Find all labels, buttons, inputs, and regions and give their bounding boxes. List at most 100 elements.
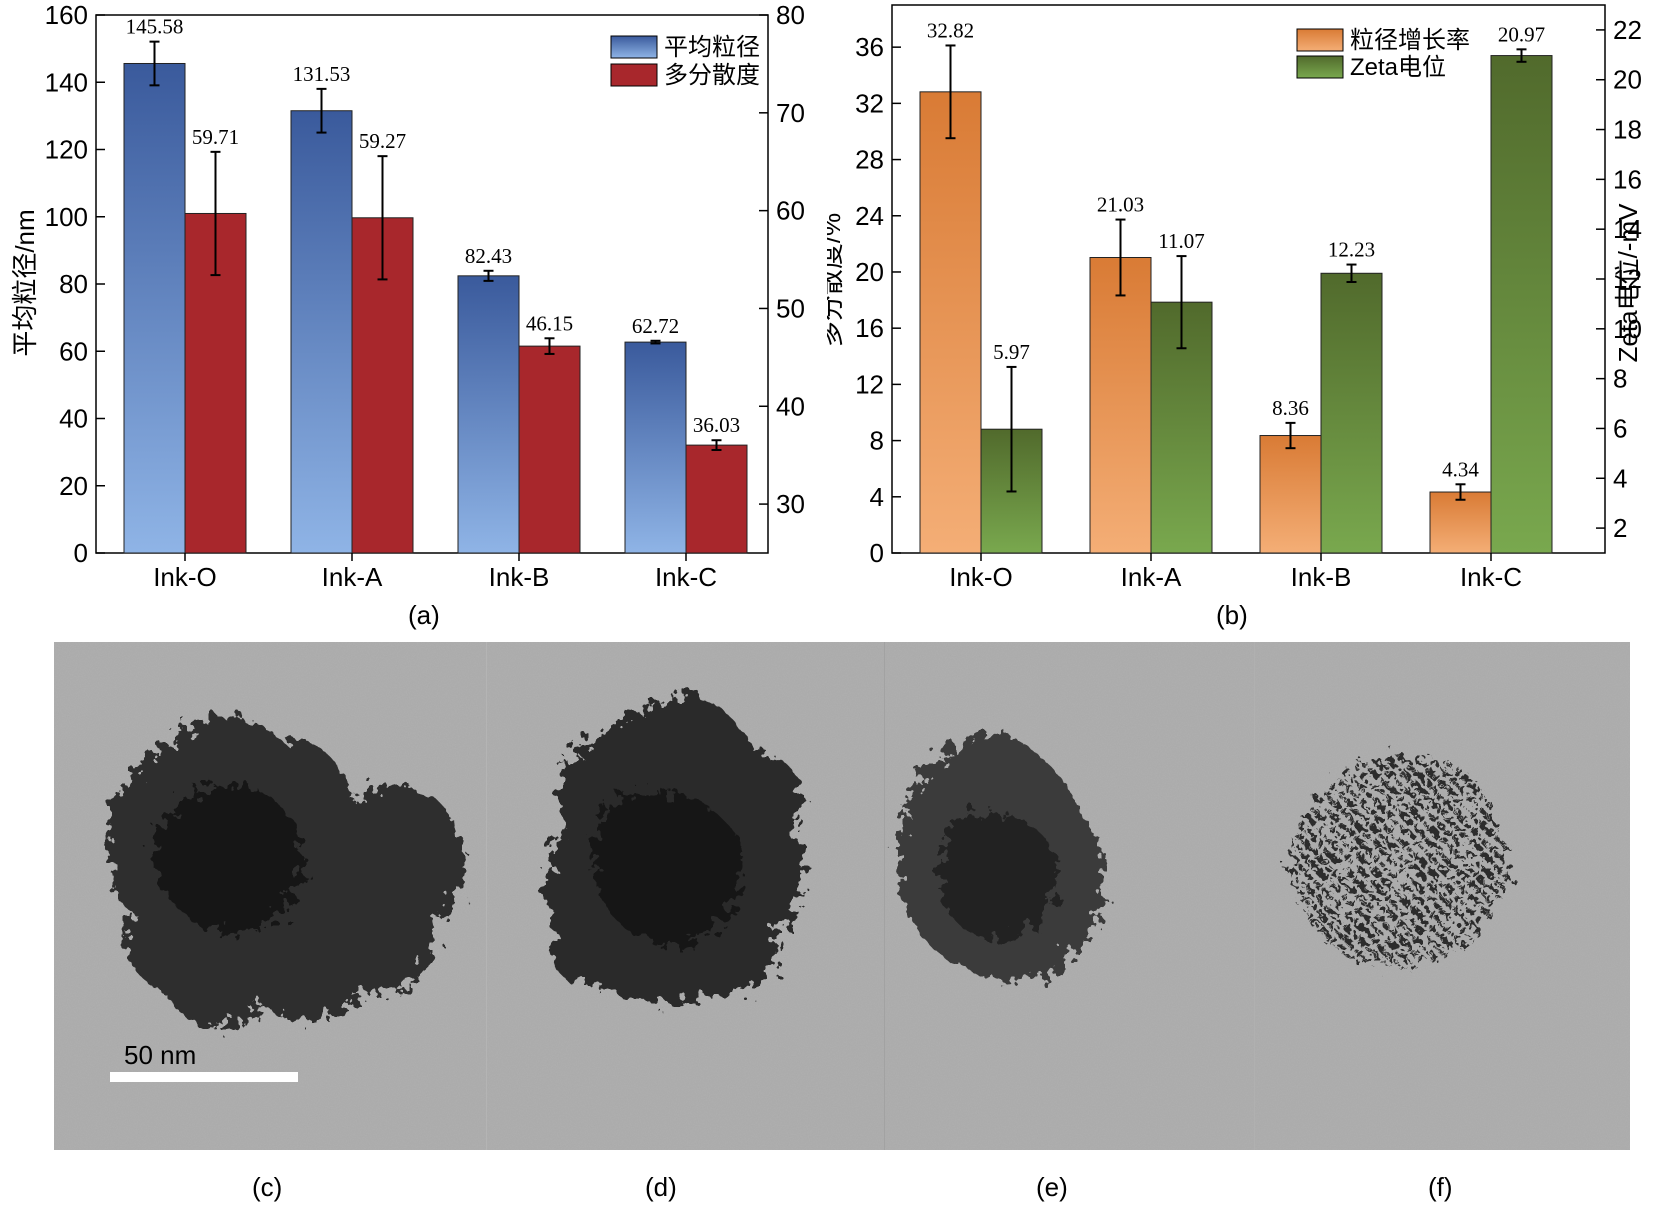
a-bar-0-3 [624,341,687,554]
a-ytick-label-2: 40 [59,404,88,434]
tem-micrographs: 50 nm [54,642,1630,1150]
a-y2tick-label-4: 70 [776,98,805,128]
b-y2tick-label-5: 12 [1613,264,1642,294]
a-y2tick-label-5: 80 [776,0,805,30]
b-bar-0-0 [919,91,982,554]
particle-c [107,715,465,1028]
a-data-label-1-1: 59.27 [359,129,406,153]
a-ytick-label-6: 120 [45,135,88,165]
b-data-label-0-3: 4.34 [1442,457,1479,481]
a-y2tick-label-2: 50 [776,293,805,323]
a-xtick-label-3: Ink-C [655,562,717,592]
b-data-label-0-2: 8.36 [1272,396,1309,420]
a-xtick-label-2: Ink-B [489,562,550,592]
chart-b-y2-axis: 2 4 6 8 10 12 14 16 18 20 22 [1596,15,1642,543]
a-ytick-label-4: 80 [59,269,88,299]
legend-a-label-1: 多分散度 [664,62,760,89]
b-ytick-label-3: 12 [855,369,884,399]
b-bar-1-2 [1320,272,1383,554]
a-ytick-label-1: 20 [59,471,88,501]
panel-label-f: (f) [1428,1172,1453,1202]
chart-b-ylabel: 多分散度/% [827,213,846,347]
chart-b-legend: 粒径增长率 Zeta电位 [1296,27,1470,81]
legend-b-swatch-1 [1296,55,1344,79]
b-y2tick-label-7: 16 [1613,164,1642,194]
scale-bar [110,1072,298,1082]
chart-a-categories: Ink-O Ink-A Ink-B Ink-C [153,553,717,592]
b-y2tick-label-9: 20 [1613,65,1642,95]
b-ytick-label-7: 28 [855,145,884,175]
b-data-label-1-2: 12.23 [1328,238,1375,262]
b-xtick-label-3: Ink-C [1460,562,1522,592]
chart-a-y2-axis: 30 40 50 60 70 80 [759,0,805,519]
b-y2tick-label-1: 4 [1613,463,1627,493]
a-data-label-0-2: 82.43 [465,244,512,268]
b-y2tick-label-3: 8 [1613,364,1627,394]
a-xtick-label-0: Ink-O [153,562,217,592]
a-bar-0-1 [290,110,353,554]
a-ytick-label-5: 100 [45,202,88,232]
panel-label-d: (d) [645,1172,677,1202]
b-data-label-0-1: 21.03 [1097,193,1144,217]
b-y2tick-label-2: 6 [1613,413,1627,443]
b-bar-0-1 [1089,257,1152,554]
a-data-label-0-0: 145.58 [126,15,184,39]
b-data-label-0-0: 32.82 [927,18,974,42]
legend-a-swatch-0 [610,35,658,59]
b-ytick-label-4: 16 [855,313,884,343]
a-ytick-label-3: 60 [59,336,88,366]
legend-b-label-1: Zeta电位 [1350,54,1446,81]
chart-b-y2label: Zeta电位/-mV [1613,203,1643,363]
particle-e [897,734,1105,983]
tem-divider-1 [486,642,487,1150]
b-bar-0-3 [1429,491,1492,554]
tem-divider-3 [1254,642,1255,1150]
a-data-label-0-1: 131.53 [293,62,351,86]
b-data-label-1-3: 20.97 [1498,22,1545,46]
b-data-label-1-0: 5.97 [993,340,1030,364]
b-ytick-label-1: 4 [870,482,884,512]
legend-a-label-0: 平均粒径 [664,34,760,61]
panel-label-c: (c) [252,1172,283,1202]
b-ytick-label-5: 20 [855,257,884,287]
b-xtick-label-1: Ink-A [1121,562,1182,592]
a-bar-0-2 [457,275,520,554]
b-ytick-label-8: 32 [855,88,884,118]
chart-b-bars: 32.82 5.97 21.03 11.07 8.36 12.23 4.34 20.97 [919,18,1553,554]
a-data-label-0-3: 62.72 [632,314,679,338]
b-bar-1-3 [1490,55,1553,554]
particle-f [1290,756,1508,968]
b-ytick-label-2: 8 [870,426,884,456]
b-ytick-label-6: 24 [855,201,884,231]
scale-bar-label: 50 nm [124,1040,196,1070]
panel-label-b: (b) [1216,600,1248,630]
legend-b-label-0: 粒径增长率 [1350,27,1470,54]
chart-a-bars: 145.58 59.71 131.53 59.27 82.43 46.15 62.72 36.… [123,15,748,554]
tem-divider-2 [884,642,885,1150]
a-data-label-1-0: 59.71 [192,125,239,149]
b-ytick-label-9: 36 [855,32,884,62]
chart-a-y-axis: 0 20 40 60 80 100 120 140 160 [45,0,105,568]
legend-b-swatch-0 [1296,28,1344,52]
a-ytick-label-0: 0 [74,538,88,568]
b-y2tick-label-0: 2 [1613,513,1627,543]
b-ytick-label-0: 0 [870,538,884,568]
b-y2tick-label-4: 10 [1613,314,1642,344]
b-y2tick-label-6: 14 [1613,214,1642,244]
a-y2tick-label-1: 40 [776,391,805,421]
chart-b-y-axis: 0 4 8 12 16 20 24 28 32 36 [855,32,901,568]
b-y2tick-label-8: 18 [1613,115,1642,145]
a-data-label-1-2: 46.15 [526,311,573,335]
panel-label-e: (e) [1036,1172,1068,1202]
a-xtick-label-1: Ink-A [322,562,383,592]
particle-d [545,692,803,1003]
b-y2tick-label-10: 22 [1613,15,1642,45]
chart-a: 0 20 40 60 80 100 120 140 160 30 40 50 60 70 80 145.5… [10,0,805,592]
a-bar-1-2 [518,345,581,554]
b-xtick-label-2: Ink-B [1291,562,1352,592]
a-data-label-1-3: 36.03 [693,413,740,437]
a-bar-0-0 [123,62,186,554]
panel-label-a: (a) [408,600,440,630]
b-data-label-1-1: 11.07 [1158,229,1204,253]
